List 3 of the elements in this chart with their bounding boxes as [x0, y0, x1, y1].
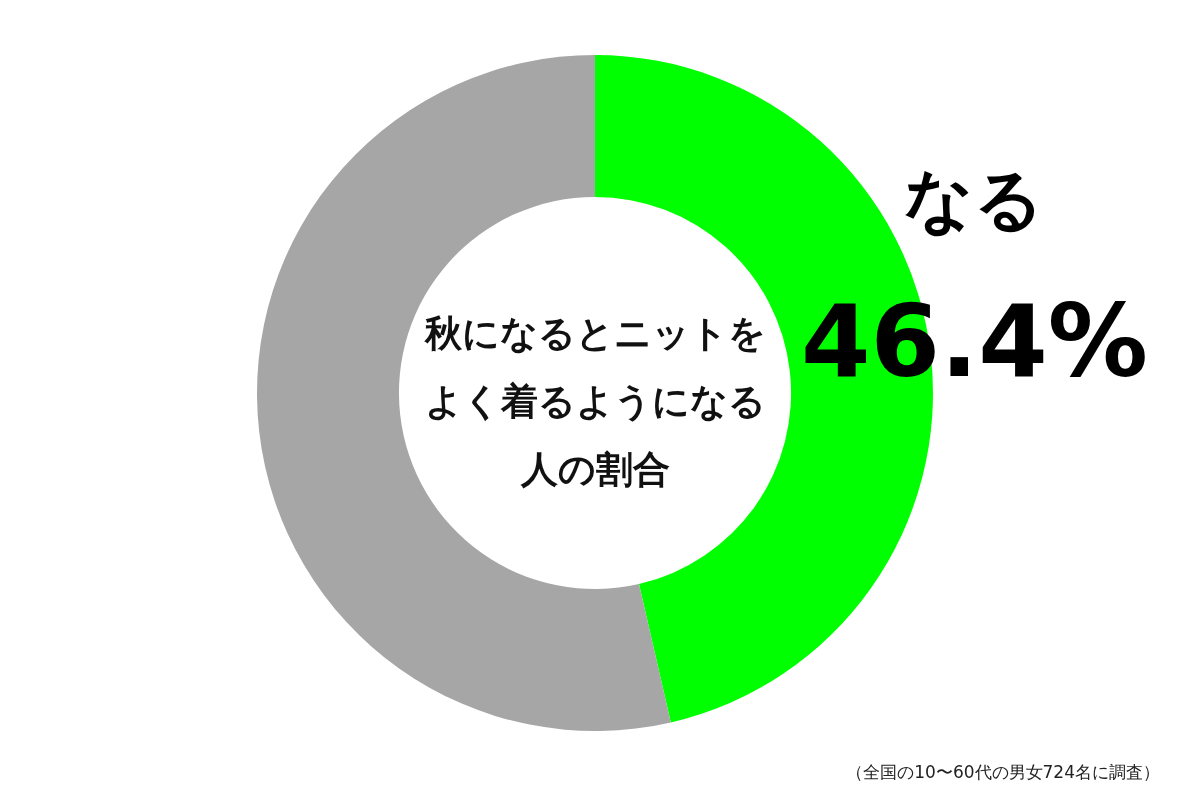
text: （全国の10〜60代の男女724名に調査） — [846, 761, 1160, 784]
slice-label: なる — [904, 159, 1045, 239]
text: 秋になるとニットをよく着るようになる人の割合 — [423, 311, 767, 493]
